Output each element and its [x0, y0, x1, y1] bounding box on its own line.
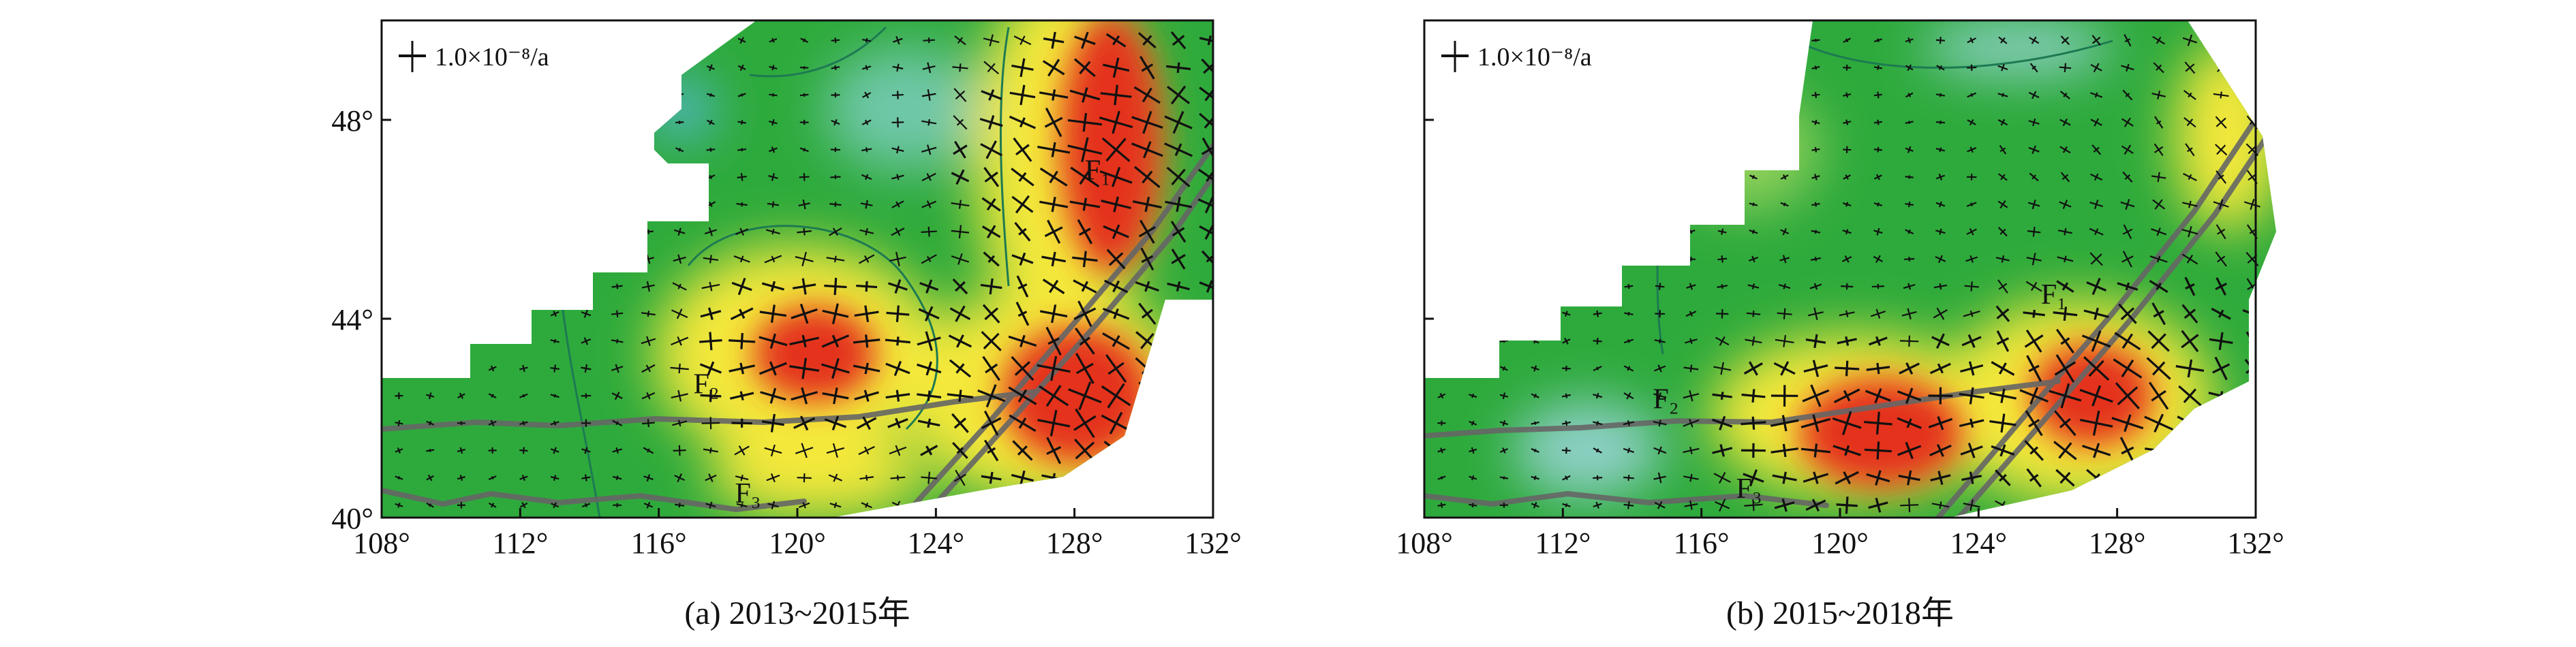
panel-b-strain-field [1417, 14, 2283, 531]
fault-label: F₁ [1085, 155, 1111, 187]
panel-a-caption: (a) 2013~2015年 [375, 586, 1220, 633]
x-tick-label: 132° [1184, 526, 1242, 560]
x-tick-label: 120° [769, 526, 826, 560]
fault-label: F₂ [694, 369, 720, 400]
fault-label: F₃ [735, 478, 761, 509]
panel-a: 1.0×10⁻⁸/a 108°112°116°120°124°128°132°4… [331, 0, 1241, 560]
x-tick-label: 128° [2089, 526, 2146, 560]
panel-a-strain-field [375, 0, 1227, 531]
panel-b: 1.0×10⁻⁸/a 108°112°116°120°124°128°132° … [1396, 14, 2284, 560]
x-tick-label: 128° [1046, 526, 1103, 560]
panel-b-scale-label: 1.0×10⁻⁸/a [1477, 43, 1592, 72]
panel-a-legend: 1.0×10⁻⁸/a [399, 41, 549, 72]
x-tick-label: 124° [1950, 526, 2008, 560]
x-tick-label: 124° [908, 526, 965, 560]
x-tick-label: 112° [492, 526, 548, 560]
fault-label: F₃ [1736, 473, 1762, 505]
x-tick-label: 116° [631, 526, 687, 560]
fault-label: F₁ [2041, 279, 2067, 311]
x-tick-label: 112° [1535, 526, 1591, 560]
y-tick-label: 48° [331, 104, 373, 138]
x-tick-label: 116° [1674, 526, 1730, 560]
x-tick-label: 132° [2227, 526, 2284, 560]
x-tick-label: 108° [1396, 526, 1453, 560]
x-tick-label: 120° [1811, 526, 1869, 560]
fault-label: F₂ [1653, 383, 1679, 415]
y-tick-label: 44° [331, 303, 373, 336]
y-tick-label: 40° [331, 502, 373, 535]
panel-a-scale-label: 1.0×10⁻⁸/a [435, 43, 549, 72]
panel-b-legend: 1.0×10⁻⁸/a [1441, 41, 1592, 72]
panel-b-caption: (b) 2015~2018年 [1417, 586, 2263, 633]
